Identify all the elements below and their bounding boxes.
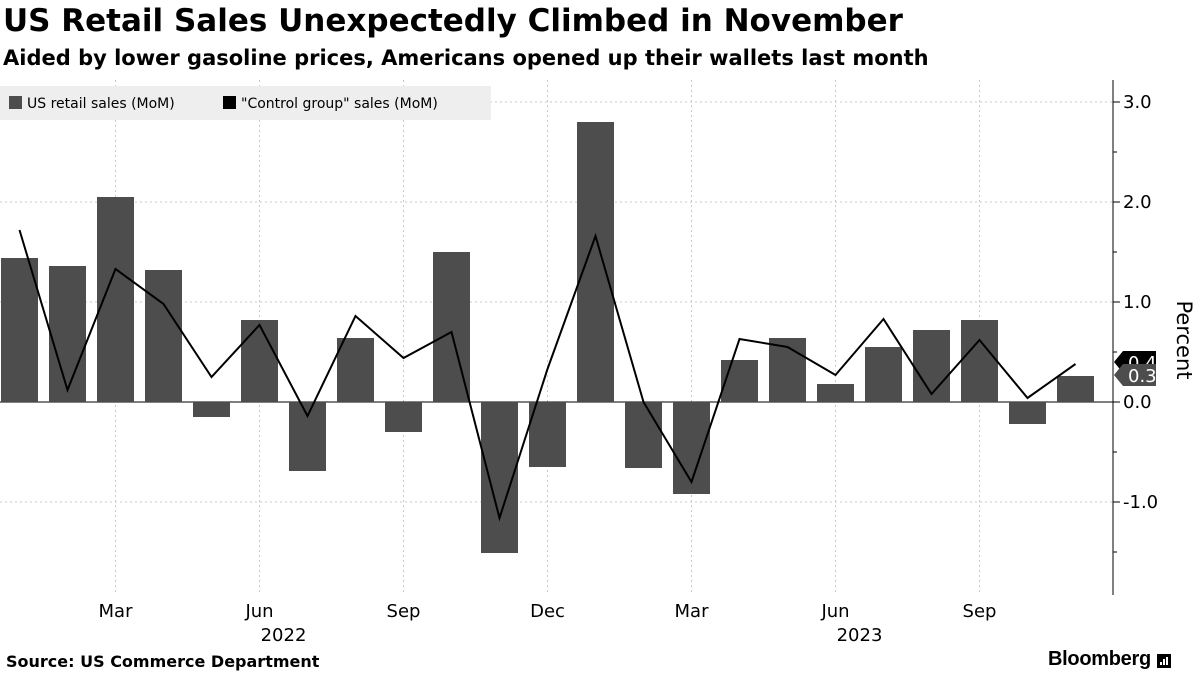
x-tick-label: Jun: [820, 601, 849, 622]
bar-2023-07: [865, 347, 902, 402]
bar-2023-02: [625, 402, 662, 468]
brand-name: Bloomberg: [1048, 648, 1151, 670]
y-tick-label: 1.0: [1123, 292, 1152, 313]
legend-label-control-group: "Control group" sales (MoM): [241, 96, 438, 112]
legend-background: [0, 86, 491, 120]
y-tick-label: 0.0: [1123, 392, 1152, 413]
bar-2022-02: [49, 266, 86, 402]
brand-logo: Bloomberg: [1048, 648, 1171, 671]
x-axis: Mar Jun Sep Dec Mar Jun Sep 2022 2023: [99, 601, 997, 646]
x-year-label: 2023: [837, 625, 883, 646]
bar-2022-09: [385, 402, 422, 432]
y-tick-label: -1.0: [1123, 492, 1158, 513]
x-tick-label: Mar: [675, 601, 710, 622]
bar-2022-12: [529, 402, 566, 467]
bar-2023-10: [1009, 402, 1046, 424]
line-series: [18, 229, 1077, 522]
last-value-labels: 0.40.3: [1114, 351, 1157, 387]
bar-2023-04: [721, 360, 758, 402]
legend-swatch-control-group: [223, 96, 236, 109]
legend: US retail sales (MoM) "Control group" sa…: [0, 86, 491, 120]
chart-subtitle: Aided by lower gasoline prices, American…: [3, 46, 929, 70]
legend-swatch-retail: [9, 96, 22, 109]
x-tick-label: Sep: [387, 601, 421, 622]
bar-2022-07: [289, 402, 326, 471]
bar-2023-11: [1057, 376, 1094, 402]
bar-2023-06: [817, 384, 854, 402]
x-tick-label: Mar: [99, 601, 134, 622]
bar-2023-01: [577, 122, 614, 402]
bar-2022-01: [1, 258, 38, 402]
x-tick-label: Jun: [244, 601, 273, 622]
y-axis: 3.0 2.0 1.0 0.0 -1.0: [1112, 80, 1158, 595]
bar-series: [1, 122, 1094, 553]
bar-2023-08: [913, 330, 950, 402]
last-value-pill: [1114, 364, 1156, 386]
bar-2022-05: [193, 402, 230, 417]
bar-2022-06: [241, 320, 278, 402]
bar-2022-04: [145, 270, 182, 402]
x-year-label: 2022: [261, 625, 307, 646]
legend-label-retail: US retail sales (MoM): [27, 96, 175, 112]
control-group-line: [18, 229, 1077, 522]
bloomberg-terminal-icon: [1156, 653, 1171, 668]
y-axis-title: Percent: [1172, 300, 1196, 379]
y-tick-label: 2.0: [1123, 192, 1152, 213]
chart-title: US Retail Sales Unexpectedly Climbed in …: [3, 3, 903, 39]
y-tick-label: 3.0: [1123, 92, 1152, 113]
bar-2022-08: [337, 338, 374, 402]
x-tick-label: Dec: [530, 601, 565, 622]
source-note: Source: US Commerce Department: [6, 652, 320, 671]
bar-2023-05: [769, 338, 806, 402]
x-tick-label: Sep: [963, 601, 997, 622]
last-value-label: 0.3: [1128, 366, 1157, 387]
bar-2023-09: [961, 320, 998, 402]
